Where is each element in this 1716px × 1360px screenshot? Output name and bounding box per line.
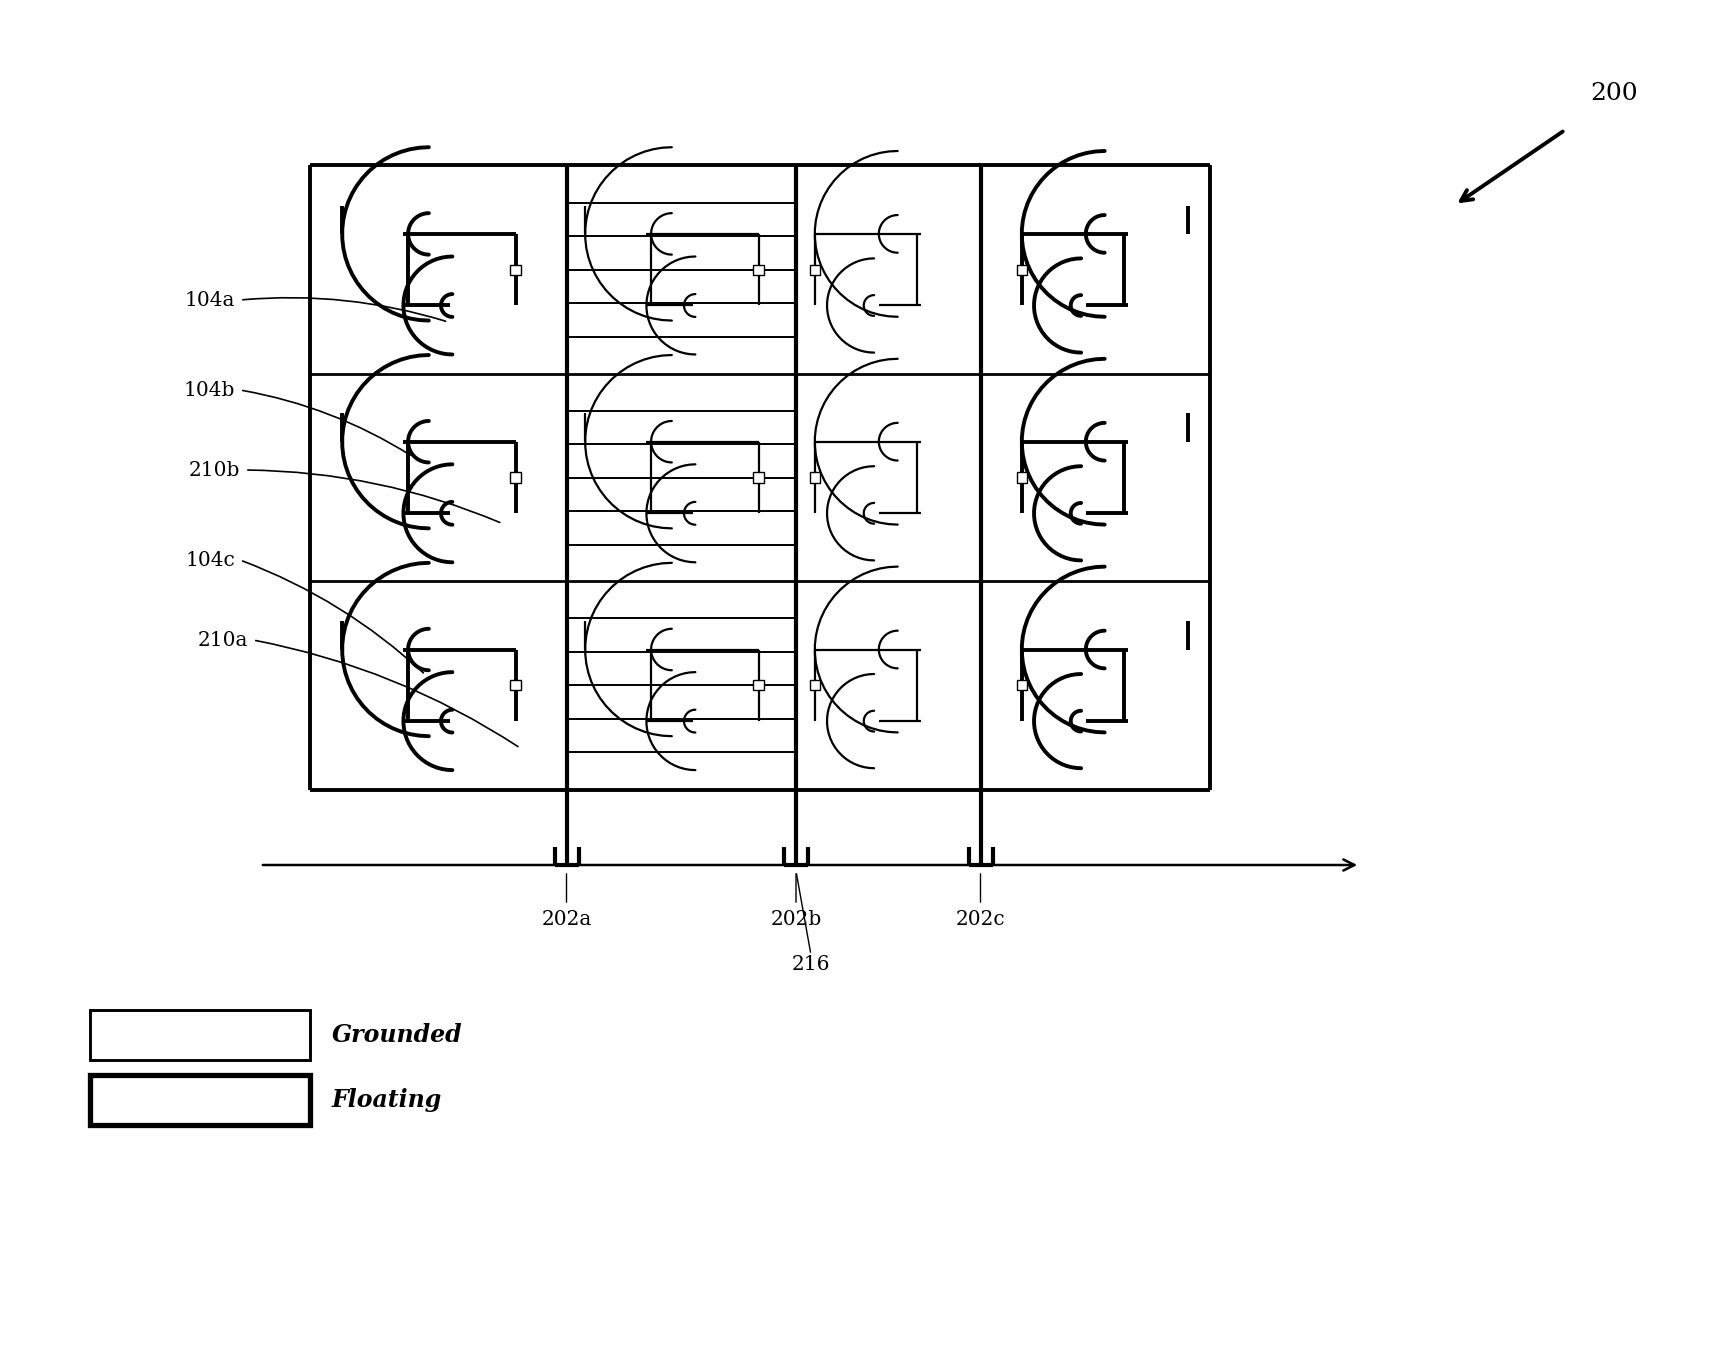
Bar: [753, 264, 764, 275]
Text: 210a: 210a: [197, 631, 249, 650]
Text: 104a: 104a: [185, 291, 235, 310]
Text: 104b: 104b: [184, 381, 235, 400]
Bar: [89, 1074, 311, 1125]
Bar: [510, 472, 520, 483]
Text: Grounded: Grounded: [331, 1023, 463, 1047]
Text: 202a: 202a: [541, 910, 592, 929]
Text: 202b: 202b: [770, 910, 822, 929]
Bar: [810, 264, 820, 275]
Bar: [89, 1010, 311, 1059]
Bar: [753, 472, 764, 483]
Text: 104c: 104c: [185, 551, 235, 570]
Bar: [510, 264, 520, 275]
Bar: [510, 680, 520, 691]
Bar: [1016, 264, 1026, 275]
Text: 210b: 210b: [189, 461, 240, 480]
Bar: [1016, 680, 1026, 691]
Bar: [810, 472, 820, 483]
Text: 200: 200: [1591, 82, 1637, 105]
Text: Floating: Floating: [331, 1088, 443, 1112]
Bar: [753, 680, 764, 691]
Text: 202c: 202c: [956, 910, 1006, 929]
Text: 216: 216: [791, 955, 831, 974]
Bar: [1016, 472, 1026, 483]
Bar: [810, 680, 820, 691]
